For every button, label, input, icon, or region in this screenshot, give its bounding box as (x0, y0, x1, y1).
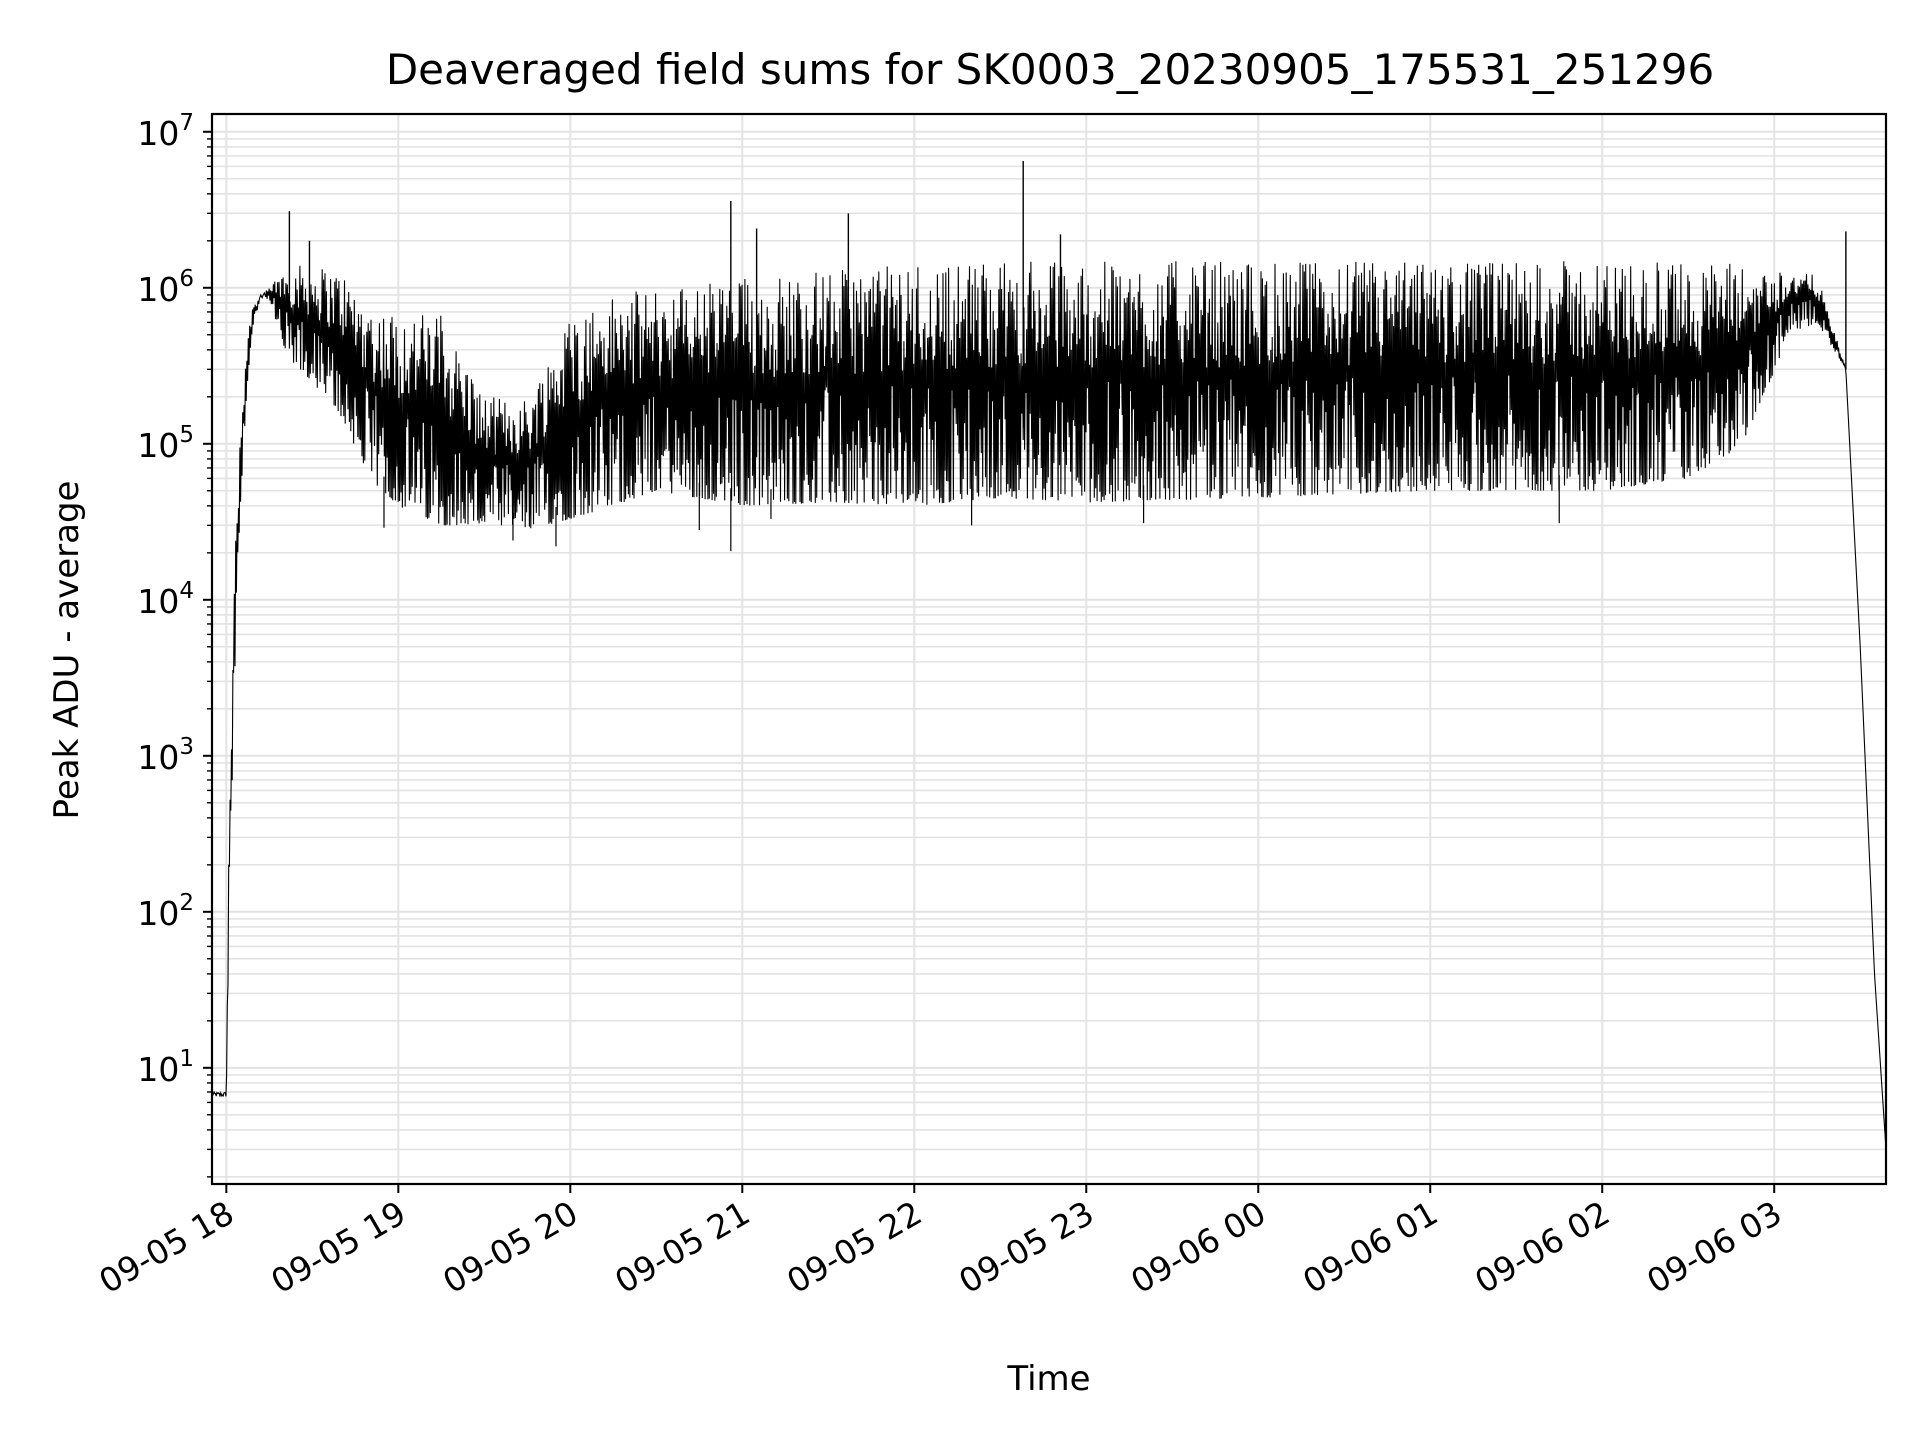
y-tick-label: 107 (137, 110, 194, 153)
series-line (211, 261, 1887, 1150)
y-tick-label: 104 (137, 578, 194, 621)
plot-frame (210, 112, 1888, 1186)
y-tick-label: 102 (137, 890, 194, 933)
y-tick-label: 101 (137, 1046, 194, 1089)
y-tick-label: 106 (137, 266, 194, 309)
y-tick-label: 103 (137, 734, 194, 777)
y-axis-title: Peak ADU - average (47, 481, 87, 820)
series-layer (211, 160, 1887, 1150)
y-tick-label: 105 (137, 422, 194, 465)
x-axis-title: Time (1006, 1359, 1090, 1399)
y-axis: 101 102 103 104 105 106 107 (137, 110, 212, 1178)
chart-title: Deaveraged field sums for SK0003_2023090… (386, 45, 1714, 94)
